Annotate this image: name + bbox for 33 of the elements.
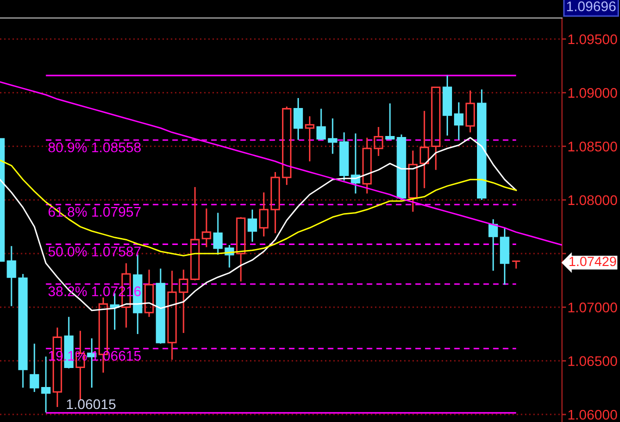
y-tick-label: 1.06000	[568, 410, 618, 420]
line-series	[0, 81, 562, 246]
candlestick	[304, 116, 314, 162]
y-tick-label: 1.07429	[570, 256, 616, 266]
candlestick	[259, 192, 269, 238]
candlestick	[293, 97, 303, 141]
line-series	[0, 160, 517, 256]
ref-line-label: 1.06015	[66, 399, 116, 410]
candlestick	[420, 110, 430, 189]
candlestick	[500, 227, 510, 286]
y-tick-label: 1.06500	[568, 356, 618, 366]
candlestick	[6, 245, 16, 307]
y-tick-label: 1.08500	[568, 142, 618, 152]
candlestick	[488, 218, 498, 272]
candlestick	[270, 171, 280, 234]
candlestick	[328, 118, 338, 155]
candlestick	[41, 356, 51, 414]
text: 1.09696	[567, 1, 616, 12]
candlestick	[178, 268, 188, 334]
candlestick	[362, 137, 372, 194]
y-tick-label: 1.08000	[568, 195, 618, 206]
candlestick	[466, 90, 475, 134]
line-series	[0, 137, 517, 312]
y-tick-label: 1.09500	[568, 34, 618, 44]
candlestick	[454, 102, 464, 141]
candlestick	[248, 208, 258, 242]
ref-line-label: 50.0% 1.07587	[48, 246, 141, 256]
y-tick-label: 1.07000	[568, 302, 618, 312]
ref-line-label: 80.9% 1.08558	[48, 142, 141, 152]
candlestick	[442, 74, 452, 136]
candlestick	[408, 150, 418, 212]
y-tick-label: 1.09000	[568, 88, 618, 98]
candlestick	[167, 270, 177, 360]
